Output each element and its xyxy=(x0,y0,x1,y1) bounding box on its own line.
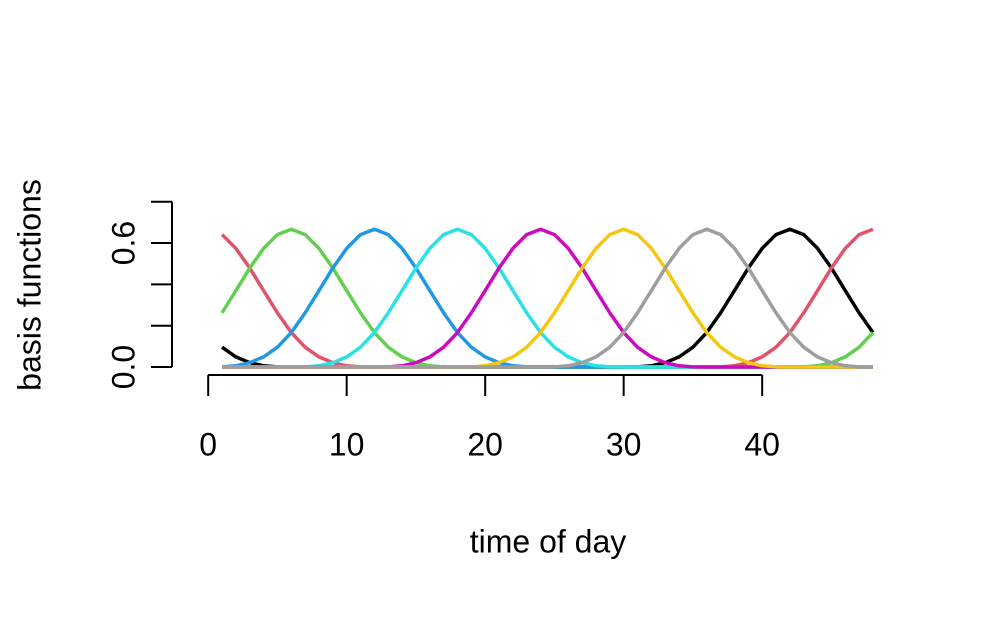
x-axis-label: time of day xyxy=(470,523,627,559)
y-tick-label: 0.0 xyxy=(105,345,141,389)
x-tick-label: 30 xyxy=(606,426,642,462)
x-tick-label: 10 xyxy=(329,426,365,462)
series-line xyxy=(222,227,873,369)
x-tick-label: 40 xyxy=(744,426,780,462)
y-axis-label: basis functions xyxy=(11,179,47,391)
x-tick-label: 0 xyxy=(199,426,217,462)
y-tick-label: 0.6 xyxy=(105,221,141,265)
x-tick-label: 20 xyxy=(467,426,503,462)
